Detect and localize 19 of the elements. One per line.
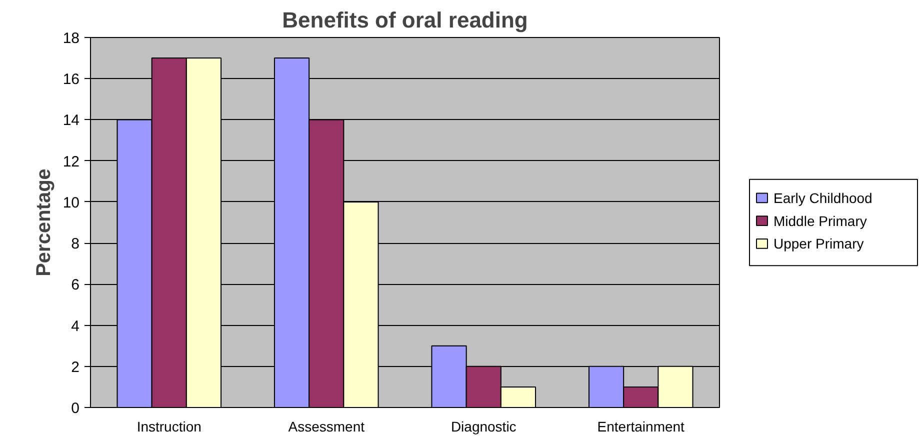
y-tick-label: 2: [71, 358, 80, 376]
x-tick-label: Entertainment: [597, 418, 685, 434]
chart-title: Benefits of oral reading: [282, 8, 528, 32]
legend-label: Early Childhood: [774, 190, 872, 206]
y-tick-label: 6: [71, 276, 80, 294]
x-tick-label: Instruction: [136, 418, 202, 434]
x-tick-label: Diagnostic: [450, 418, 516, 434]
legend-label: Middle Primary: [774, 212, 867, 229]
y-tick-label: 12: [62, 153, 80, 170]
y-tick-label: 16: [62, 71, 80, 88]
y-tick-label: 4: [71, 318, 80, 335]
y-tick-label: 14: [62, 112, 80, 130]
y-tick-label: 8: [71, 236, 80, 253]
y-axis-title: Percentage: [32, 168, 55, 276]
y-tick-label: 10: [62, 194, 80, 212]
y-tick-label: 18: [62, 30, 80, 47]
y-tick-label: 0: [71, 400, 80, 417]
legend-label: Upper Primary: [774, 236, 864, 252]
x-tick-label: Assessment: [288, 418, 365, 434]
